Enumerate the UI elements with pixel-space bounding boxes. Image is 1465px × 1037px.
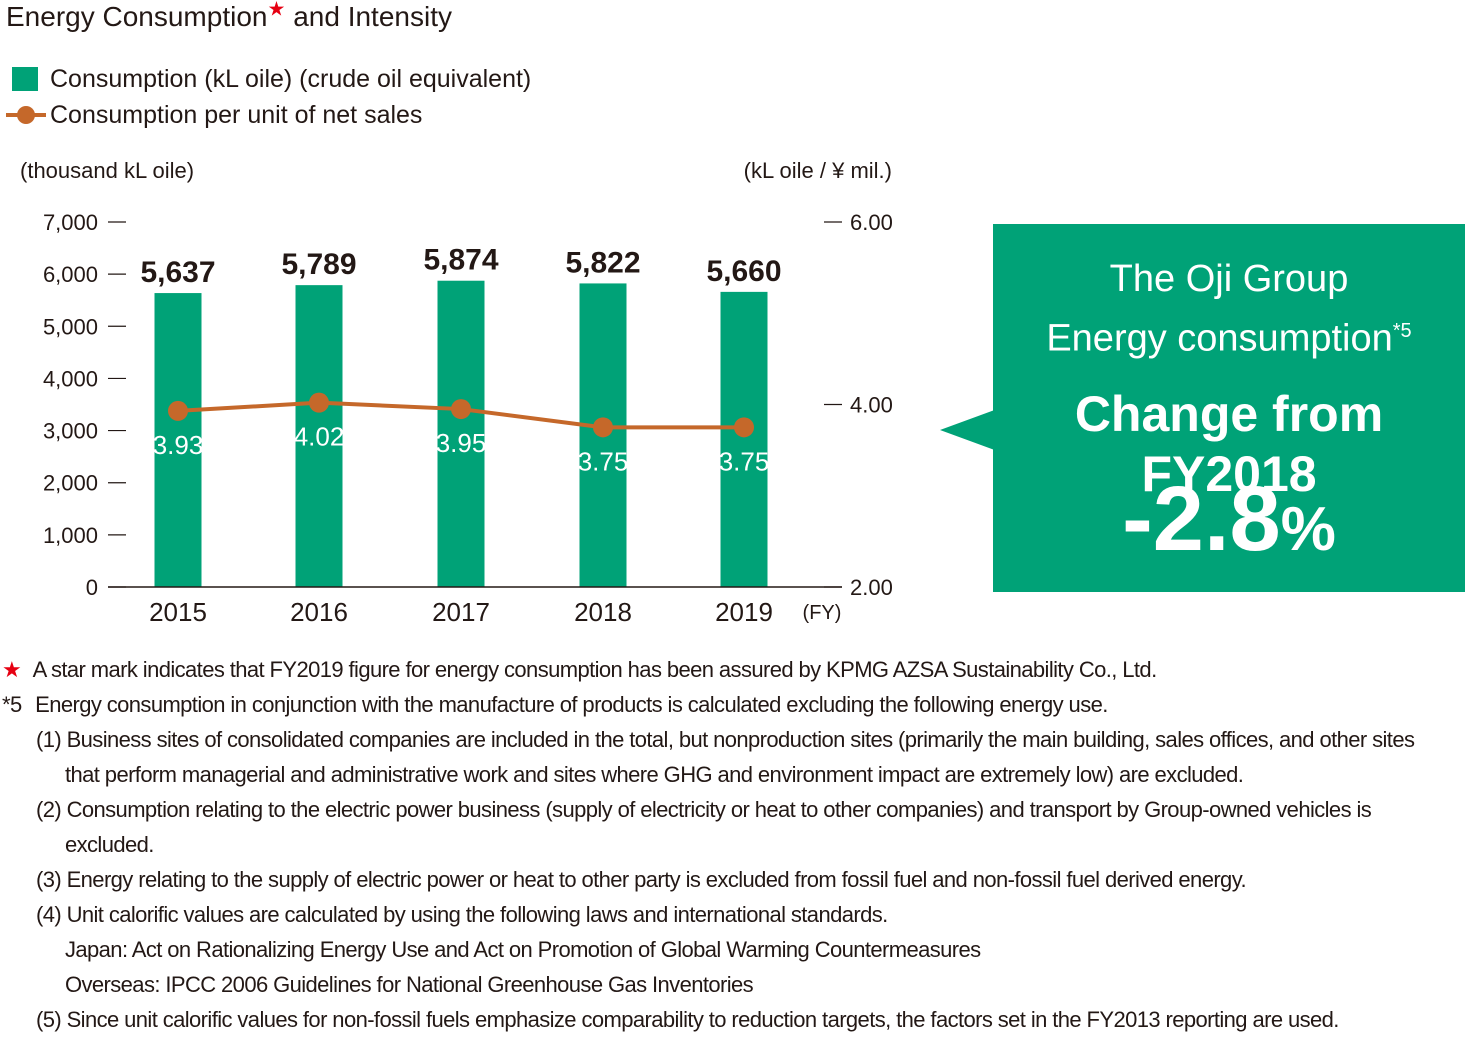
star-note-text: A star mark indicates that FY2019 figure… — [32, 657, 1158, 682]
footnote-5-text: Energy consumption in conjunction with t… — [35, 692, 1108, 717]
bar-2016 — [295, 285, 343, 587]
legend-label-bars: Consumption (kL oile) (crude oil equival… — [50, 65, 532, 93]
x-tick-label: 2017 — [432, 597, 490, 627]
legend-label-line: Consumption per unit of net sales — [50, 101, 423, 129]
right-axis-label: (kL oile / ¥ mil.) — [744, 158, 892, 183]
bar-2017 — [437, 280, 485, 587]
bar-2019 — [720, 291, 768, 587]
legend-item-bars: Consumption (kL oile) (crude oil equival… — [6, 64, 531, 94]
left-tick-label: 1,000 — [43, 523, 98, 548]
footnote-item: that perform managerial and administrati… — [65, 762, 1244, 787]
left-tick-label: 5,000 — [43, 314, 98, 339]
footnote-item: excluded. — [65, 832, 154, 857]
line-value-label: 3.75 — [719, 446, 770, 476]
bar-value-label: 5,874 — [423, 244, 498, 277]
callout-line1: The Oji Group — [1109, 258, 1349, 300]
right-tick-label: 6.00 — [850, 210, 893, 235]
x-tick-label: 2015 — [149, 597, 207, 627]
bar-2015 — [154, 293, 202, 587]
left-tick-label: 4,000 — [43, 366, 98, 391]
bar-value-label: 5,660 — [706, 255, 781, 288]
line-swatch-icon — [6, 106, 46, 124]
footnote-5: *5 Energy consumption in conjunction wit… — [2, 687, 1108, 722]
callout-line3: Change from FY2018 — [1074, 386, 1384, 502]
title-suffix: and Intensity — [293, 1, 452, 32]
callout-line2: Energy consumption*5 — [993, 308, 1465, 362]
callout-pointer — [940, 408, 1000, 452]
bar-value-label: 5,789 — [281, 248, 356, 281]
left-axis: 0 1,000 2,000 3,000 4,000 5,000 6,000 7,000 — [43, 210, 126, 600]
legend-item-line: Consumption per unit of net sales — [6, 100, 422, 130]
right-tick-label: 2.00 — [850, 575, 893, 600]
left-axis-label: (thousand kL oile) — [20, 158, 194, 183]
x-tick-label: 2016 — [290, 597, 348, 627]
left-tick-label: 2,000 — [43, 471, 98, 496]
title-text: Energy Consumption — [6, 1, 268, 32]
left-tick-label: 3,000 — [43, 419, 98, 444]
line-point — [593, 417, 613, 438]
line-value-label: 3.75 — [578, 446, 629, 476]
footnote-item: Japan: Act on Rationalizing Energy Use a… — [65, 937, 981, 962]
line-value-label: 3.93 — [153, 430, 204, 460]
bar-value-label: 5,637 — [140, 256, 215, 289]
star-icon: ★ — [2, 657, 22, 682]
line-point — [451, 399, 471, 420]
line-value-label: 4.02 — [294, 422, 345, 452]
left-tick-label: 6,000 — [43, 262, 98, 287]
right-tick-label: 4.00 — [850, 393, 893, 418]
callout-value: -2.8% — [993, 464, 1465, 585]
callout-value-number: -2.8 — [1122, 468, 1281, 570]
callout-line2-text: Energy consumption — [1046, 317, 1393, 360]
footnote-item: (4) Unit calorific values are calculated… — [36, 902, 888, 927]
callout-value-unit: % — [1280, 495, 1336, 564]
chart-title: Energy Consumption★ and Intensity — [6, 0, 452, 34]
bar-value-label: 5,822 — [565, 246, 640, 279]
change-callout: The Oji Group Energy consumption*5 Chang… — [993, 224, 1465, 592]
left-tick-label: 7,000 — [43, 210, 98, 235]
line-series: 3.93 4.02 3.95 3.75 3.75 — [153, 392, 770, 476]
right-axis: 2.00 4.00 6.00 — [824, 210, 893, 600]
star-icon: ★ — [267, 0, 286, 21]
footnote-mark: *5 — [2, 692, 22, 717]
line-point — [168, 400, 188, 421]
x-tick-label: 2019 — [715, 597, 773, 627]
footnote-item: Overseas: IPCC 2006 Guidelines for Natio… — [65, 972, 754, 997]
x-unit-label: (FY) — [803, 602, 842, 624]
energy-chart: (thousand kL oile) (kL oile / ¥ mil.) 0 1… — [20, 158, 893, 627]
footnote-item: (3) Energy relating to the supply of ele… — [36, 867, 1247, 892]
line-point — [309, 392, 329, 413]
line-point — [734, 417, 754, 438]
callout-footnote-ref: *5 — [1392, 320, 1412, 342]
x-axis: 2015 2016 2017 2018 2019 (FY) — [108, 586, 842, 627]
star-note: ★ A star mark indicates that FY2019 figu… — [2, 652, 1157, 687]
line-value-label: 3.95 — [436, 428, 487, 458]
footnote-item: (5) Since unit calorific values for non-… — [36, 1007, 1339, 1032]
footnote-item: (2) Consumption relating to the electric… — [36, 797, 1372, 822]
footnote-item: (1) Business sites of consolidated compa… — [36, 727, 1415, 752]
bar-swatch-icon — [12, 67, 38, 91]
x-tick-label: 2018 — [574, 597, 632, 627]
left-tick-label: 0 — [86, 575, 98, 600]
bar-series: 5,637 5,789 5,874 5,822 5,660 — [140, 244, 782, 587]
